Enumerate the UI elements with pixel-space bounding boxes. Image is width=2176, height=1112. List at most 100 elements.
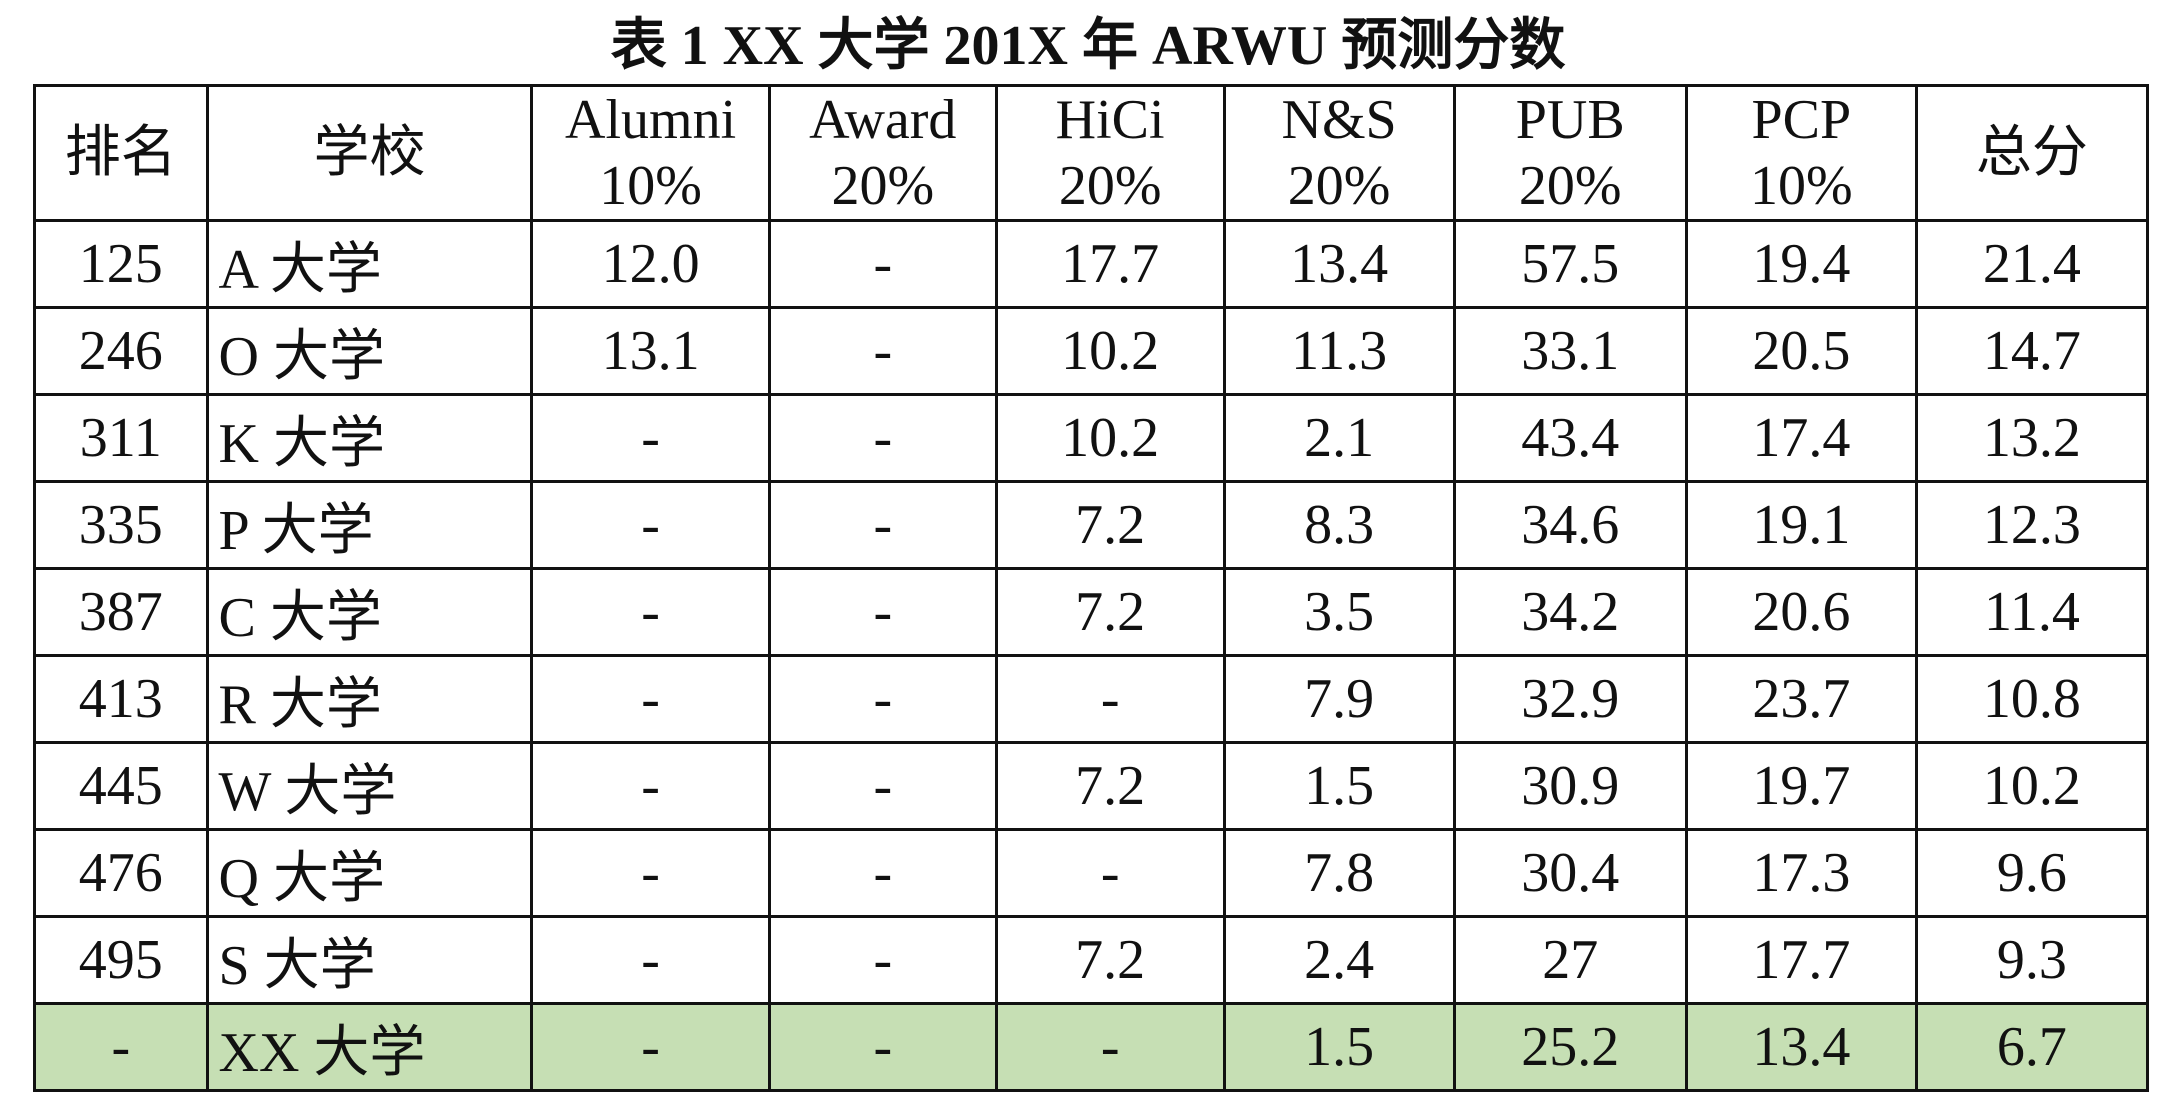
cell-rank: 476	[33, 828, 209, 918]
cell-school: Q 大学	[205, 828, 534, 918]
cell-award: -	[767, 480, 998, 570]
header-rank: 排名	[33, 84, 209, 222]
table-row: 246 O 大学 13.1-10.2 11.3 33.1 20.5 14.7	[33, 306, 2150, 396]
table-title: 表 1 XX 大学 201X 年 ARWU 预测分数	[610, 15, 1566, 77]
cell-pcp: 19.7	[1684, 741, 1918, 831]
cell-pcp: 17.3	[1684, 828, 1918, 918]
cell-ns: 1.5	[1222, 741, 1456, 831]
cell-school: K 大学	[205, 393, 534, 483]
cell-alumni: -	[530, 567, 771, 657]
table-row: 335 P 大学 - -7.2 8.3 34.6 19.1 12.3	[33, 480, 2150, 570]
cell-ns: 3.5	[1222, 567, 1456, 657]
header-award-name: Award	[809, 89, 957, 151]
cell-hici: 7.2	[994, 567, 1226, 657]
cell-alumni: -	[530, 480, 771, 570]
cell-pub: 27	[1452, 915, 1688, 1005]
cell-hici: -	[994, 828, 1226, 918]
cell-pcp: 17.4	[1684, 393, 1918, 483]
cell-award: -	[767, 828, 998, 918]
header-alumni: Alumni 10%	[530, 84, 771, 222]
cell-school: W 大学	[205, 741, 534, 831]
cell-pub: 34.2	[1452, 567, 1688, 657]
cell-ns: 1.5	[1222, 1002, 1456, 1092]
table-row: 476 Q 大学 - - -7.8 30.4 17.3 9.6	[33, 828, 2150, 918]
cell-alumni: 12.0	[530, 219, 771, 309]
cell-rank: 335	[33, 480, 209, 570]
cell-total: 10.8	[1914, 654, 2150, 744]
cell-hici: 10.2	[994, 393, 1226, 483]
cell-pcp: 17.7	[1684, 915, 1918, 1005]
cell-rank: -	[33, 1002, 209, 1092]
cell-school: A 大学	[205, 219, 534, 309]
cell-ns: 2.4	[1222, 915, 1456, 1005]
cell-school: P 大学	[205, 480, 534, 570]
table-row: 311 K 大学 - -10.2 2.1 43.4 17.4 13.2	[33, 393, 2150, 483]
header-total: 总分	[1914, 84, 2150, 222]
cell-pub: 43.4	[1452, 393, 1688, 483]
cell-school: R 大学	[205, 654, 534, 744]
cell-award: -	[767, 306, 998, 396]
header-ns-name: N&S	[1281, 89, 1397, 151]
cell-school: O 大学	[205, 306, 534, 396]
cell-total: 11.4	[1914, 567, 2150, 657]
cell-total: 14.7	[1914, 306, 2150, 396]
cell-ns: 7.8	[1222, 828, 1456, 918]
cell-ns: 2.1	[1222, 393, 1456, 483]
cell-pcp: 20.6	[1684, 567, 1918, 657]
cell-alumni: -	[530, 741, 771, 831]
cell-rank: 495	[33, 915, 209, 1005]
cell-pub: 25.2	[1452, 1002, 1688, 1092]
header-hici-weight: 20%	[1058, 155, 1162, 217]
cell-alumni: -	[530, 915, 771, 1005]
header-hici-name: HiCi	[1055, 89, 1165, 151]
cell-rank: 387	[33, 567, 209, 657]
table-row: 387 C 大学 - -7.2 3.5 34.2 20.6 11.4	[33, 567, 2150, 657]
cell-pub: 30.4	[1452, 828, 1688, 918]
cell-total: 10.2	[1914, 741, 2150, 831]
cell-rank: 125	[33, 219, 209, 309]
header-hici: HiCi 20%	[994, 84, 1226, 222]
cell-award: -	[767, 1002, 998, 1092]
cell-pub: 34.6	[1452, 480, 1688, 570]
cell-rank: 413	[33, 654, 209, 744]
table-body: 125 A 大学 12.0-17.7 13.4 57.5 19.4 21.4 246 O 大学 1…	[33, 219, 2150, 1092]
cell-hici: -	[994, 654, 1226, 744]
cell-pub: 30.9	[1452, 741, 1688, 831]
table-row: - XX 大学 - - -1.5 25.2 13.4 6.7	[33, 1002, 2150, 1092]
cell-ns: 13.4	[1222, 219, 1456, 309]
cell-alumni: 13.1	[530, 306, 771, 396]
cell-alumni: -	[530, 654, 771, 744]
cell-alumni: -	[530, 828, 771, 918]
cell-school: XX 大学	[205, 1002, 534, 1092]
header-school: 学校	[205, 84, 534, 222]
table-row: 445 W 大学 - -7.2 1.5 30.9 19.7 10.2	[33, 741, 2150, 831]
cell-school: C 大学	[205, 567, 534, 657]
cell-pub: 33.1	[1452, 306, 1688, 396]
cell-ns: 7.9	[1222, 654, 1456, 744]
header-pub-name: PUB	[1515, 89, 1625, 151]
cell-award: -	[767, 741, 998, 831]
header-ns: N&S 20%	[1222, 84, 1456, 222]
cell-alumni: -	[530, 1002, 771, 1092]
header-pub: PUB 20%	[1452, 84, 1688, 222]
cell-pub: 32.9	[1452, 654, 1688, 744]
cell-pcp: 23.7	[1684, 654, 1918, 744]
table-row: 495 S 大学 - -7.2 2.4 27 17.7 9.3	[33, 915, 2150, 1005]
header-ns-weight: 20%	[1287, 155, 1391, 217]
cell-hici: 17.7	[994, 219, 1226, 309]
table-row: 413 R 大学 - - -7.9 32.9 23.7 10.8	[33, 654, 2150, 744]
cell-total: 13.2	[1914, 393, 2150, 483]
table-header: 排名 学校 Alumni 10% Award 20% HiCi 20% N&S …	[33, 84, 2150, 222]
cell-total: 9.3	[1914, 915, 2150, 1005]
cell-pcp: 19.4	[1684, 219, 1918, 309]
arwu-score-table: 排名 学校 Alumni 10% Award 20% HiCi 20% N&S …	[33, 84, 2150, 1092]
cell-hici: 7.2	[994, 480, 1226, 570]
header-pub-weight: 20%	[1518, 155, 1622, 217]
header-award-weight: 20%	[831, 155, 935, 217]
cell-alumni: -	[530, 393, 771, 483]
cell-award: -	[767, 915, 998, 1005]
cell-total: 12.3	[1914, 480, 2150, 570]
header-alumni-weight: 10%	[599, 155, 702, 217]
cell-rank: 246	[33, 306, 209, 396]
cell-hici: 10.2	[994, 306, 1226, 396]
